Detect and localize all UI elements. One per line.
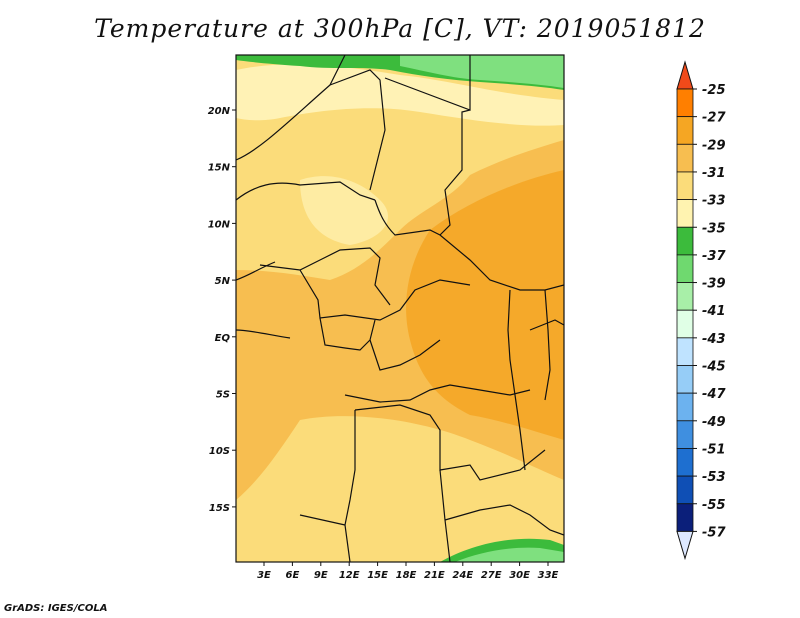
colorbar-label: -47 [702, 387, 726, 402]
lat-tick-label: 20N [208, 106, 231, 117]
lon-tick-label: 9E [314, 570, 328, 581]
colorbar-segment [676, 88, 694, 118]
lon-tick-label: 6E [286, 570, 300, 581]
country-borders [236, 55, 564, 562]
colorbar-label: -33 [702, 194, 726, 209]
colorbar-segment [676, 392, 694, 422]
field-pale-mid [300, 176, 389, 245]
lon-tick-label: 33E [538, 570, 559, 581]
colorbar-segment [676, 448, 694, 477]
colorbar-label: -31 [702, 166, 726, 181]
lat-tick-label: EQ [215, 333, 231, 344]
colorbar-label: -55 [702, 498, 726, 513]
colorbar-label: -39 [702, 277, 726, 292]
lon-tick-label: 30E [509, 570, 530, 581]
lat-tick-label: 15N [208, 163, 231, 174]
field-lightgreen-north [400, 55, 564, 88]
lat-tick-label: 10N [208, 219, 231, 230]
colorbar-label: -51 [702, 442, 726, 457]
lat-tick-label: 15S [209, 503, 230, 514]
colorbar-label: -27 [702, 111, 726, 126]
colorbar-segment [676, 365, 694, 394]
colorbar-segment [676, 337, 694, 366]
colorbar-segment [676, 254, 694, 283]
lat-tick-label: 10S [209, 446, 230, 457]
colorbar-label: -37 [702, 249, 726, 264]
field-orange-east [406, 170, 564, 440]
longitude-axis: 3E 6E 9E 12E 15E 18E 21E 24E 27E 30E 33E [257, 562, 559, 581]
colorbar-label: -35 [702, 221, 726, 236]
colorbar-label: -41 [702, 304, 726, 319]
colorbar-segment [676, 282, 694, 311]
lat-tick-label: 5S [216, 390, 230, 401]
colorbar-segment [676, 309, 694, 339]
colorbar-label: -25 [702, 83, 726, 98]
lon-tick-label: 21E [424, 570, 445, 581]
colorbar-bottom-arrow [676, 530, 694, 561]
colorbar-label: -57 [702, 525, 726, 540]
colorbar-label: -45 [702, 360, 726, 375]
field-pale-north [236, 64, 564, 126]
lon-tick-label: 12E [339, 570, 360, 581]
colorbar-segment [676, 420, 694, 449]
colorbar-label: -49 [702, 415, 726, 430]
colorbar-label: -29 [702, 138, 726, 153]
field-yellow-south [236, 416, 564, 562]
field-lightgreen-south [455, 547, 564, 562]
map-frame [235, 54, 565, 563]
lon-tick-label: 15E [367, 570, 388, 581]
colorbar: -25 -27 -29 -31 -33 -35 -37 -39 -41 -43 -45 -47 -49 -… [676, 60, 726, 561]
lat-tick-label: 5N [215, 276, 231, 287]
lon-tick-label: 3E [257, 570, 271, 581]
colorbar-segment [676, 199, 694, 228]
temperature-field [236, 55, 564, 562]
colorbar-segment [676, 503, 694, 532]
colorbar-segment [676, 116, 694, 145]
lon-tick-label: 18E [396, 570, 417, 581]
colorbar-segment [676, 226, 694, 256]
lon-tick-label: 24E [452, 570, 473, 581]
colorbar-label: -43 [702, 332, 726, 347]
lon-tick-label: 27E [481, 570, 502, 581]
colorbar-label: -53 [702, 470, 726, 485]
colorbar-segment [676, 143, 694, 173]
footer-credit: GrADS: IGES/COLA [4, 603, 108, 614]
colorbar-top-arrow [676, 60, 694, 90]
latitude-axis: 20N 15N 10N 5N EQ 5S 10S 15S [208, 106, 236, 514]
colorbar-segment [676, 475, 694, 505]
colorbar-segment [676, 171, 694, 200]
chart-title: Temperature at 300hPa [C], VT: 201905181… [94, 14, 706, 43]
